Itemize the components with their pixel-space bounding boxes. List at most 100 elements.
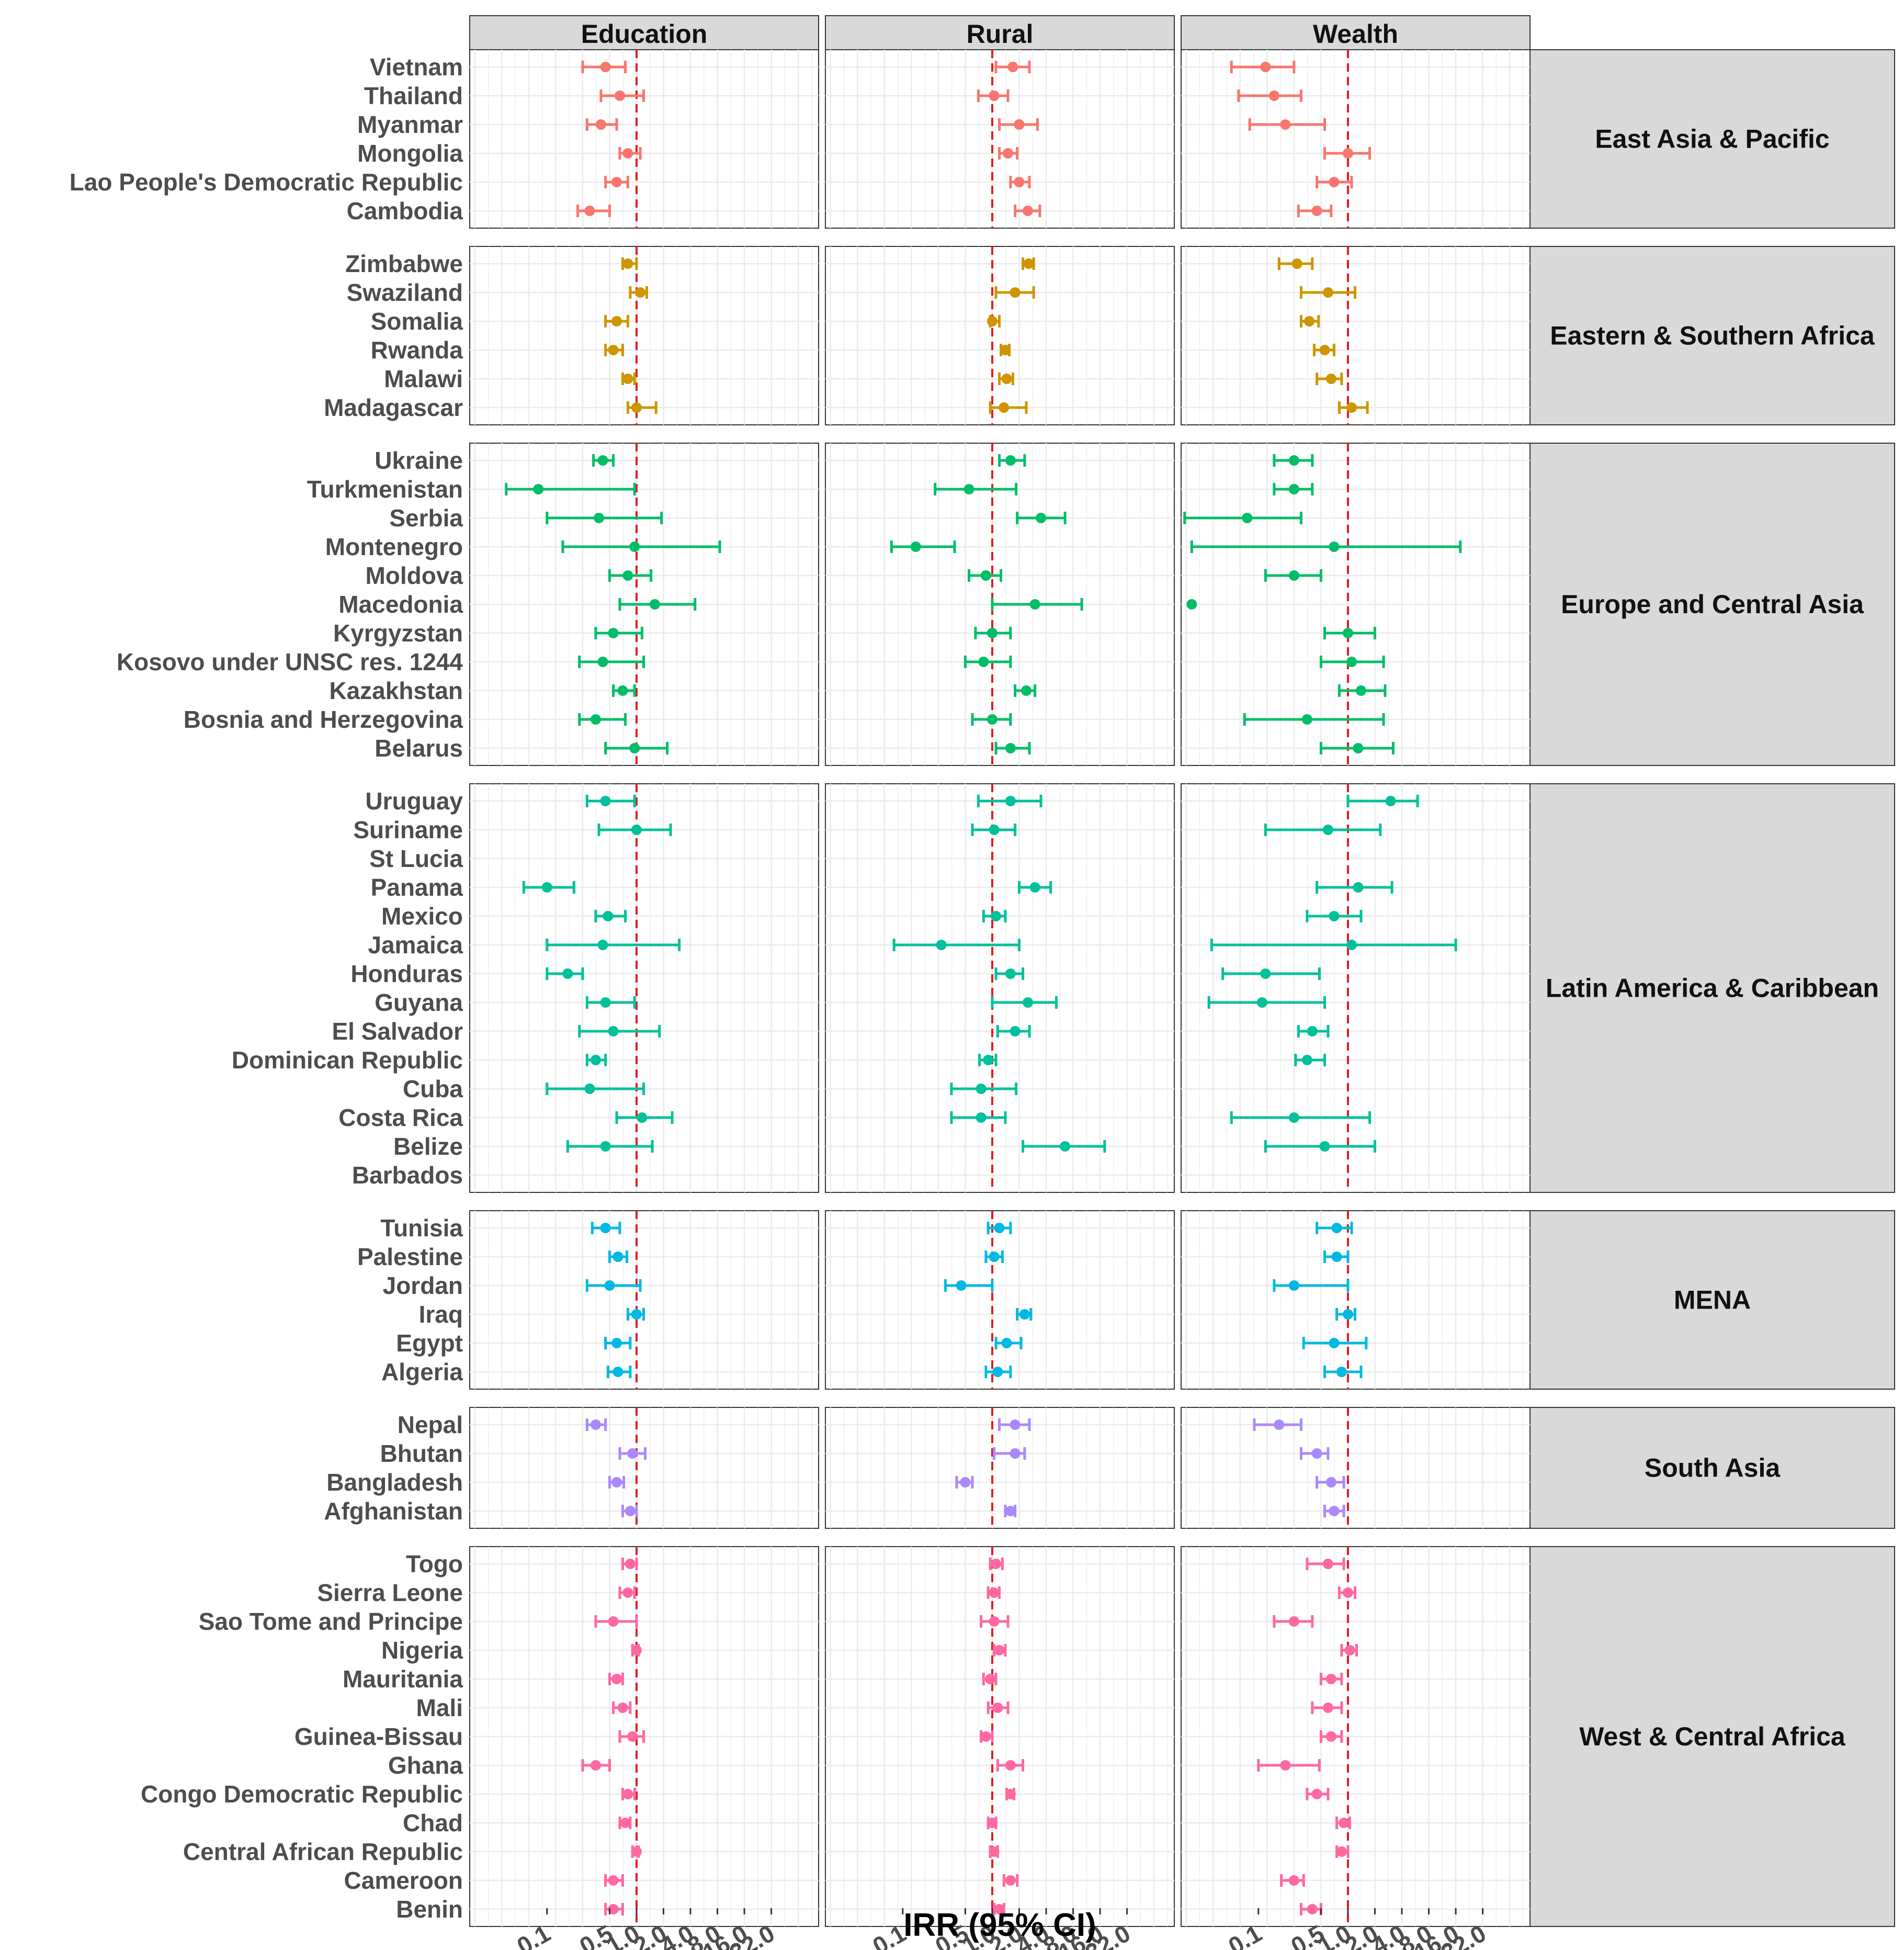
point-estimate-sierra-leone-rur	[989, 1587, 1000, 1598]
country-label-bosnia-and-herzegovina: Bosnia and Herzegovina	[184, 706, 463, 733]
country-label-somalia: Somalia	[371, 308, 463, 335]
point-estimate-panama-wea	[1353, 882, 1364, 893]
country-label-ghana: Ghana	[388, 1752, 463, 1779]
country-label-honduras: Honduras	[350, 960, 463, 987]
point-estimate-iraq-wea	[1342, 1309, 1353, 1320]
panel-eastern-southern-africa-wea	[1181, 246, 1531, 425]
strip-header-rural	[825, 15, 1175, 50]
country-label-montenegro: Montenegro	[325, 533, 463, 560]
point-estimate-moldova-wea	[1288, 570, 1299, 581]
point-estimate-dominican-republic-rur	[983, 1055, 994, 1065]
point-estimate-bangladesh-wea	[1325, 1477, 1336, 1487]
point-estimate-nigeria-rur	[994, 1645, 1005, 1655]
point-estimate-lao-people-s-democratic-republic-rur	[1014, 177, 1025, 187]
country-label-sierra-leone: Sierra Leone	[317, 1579, 463, 1606]
country-label-moldova: Moldova	[365, 562, 463, 589]
point-estimate-bhutan-wea	[1311, 1448, 1322, 1459]
point-estimate-mali-wea	[1322, 1703, 1333, 1713]
strip-label-rural: Rural	[967, 19, 1034, 49]
point-estimate-iraq-rur	[1019, 1309, 1030, 1320]
point-estimate-nepal-wea	[1274, 1419, 1285, 1430]
point-estimate-madagascar-wea	[1346, 402, 1357, 413]
point-estimate-thailand-edu	[614, 91, 625, 101]
point-estimate-bangladesh-edu	[611, 1477, 622, 1487]
point-estimate-kyrgyzstan-rur	[987, 628, 998, 638]
country-label-uruguay: Uruguay	[365, 787, 463, 815]
point-estimate-suriname-rur	[989, 825, 1000, 835]
point-estimate-belize-wea	[1319, 1141, 1330, 1152]
point-estimate-chad-rur	[987, 1818, 998, 1828]
country-label-algeria: Algeria	[381, 1358, 463, 1385]
point-estimate-bhutan-rur	[1010, 1448, 1021, 1459]
country-label-jordan: Jordan	[383, 1272, 463, 1299]
point-estimate-somalia-wea	[1304, 316, 1315, 326]
point-estimate-swaziland-wea	[1322, 287, 1333, 298]
point-estimate-guyana-edu	[600, 997, 611, 1008]
country-label-barbados: Barbados	[352, 1162, 463, 1189]
point-estimate-bosnia-and-herzegovina-wea	[1301, 714, 1312, 725]
point-estimate-kosovo-under-unsc-res-1244-rur	[978, 657, 989, 667]
country-label-mauritania: Mauritania	[343, 1665, 463, 1693]
point-estimate-macedonia-rur	[1029, 599, 1040, 610]
panel-eastern-southern-africa-rur	[825, 246, 1175, 425]
point-estimate-somalia-rur	[987, 316, 998, 326]
point-estimate-ghana-wea	[1280, 1760, 1291, 1771]
point-estimate-tunisia-edu	[600, 1223, 611, 1233]
point-estimate-palestine-rur	[989, 1252, 1000, 1262]
point-estimate-kyrgyzstan-wea	[1342, 628, 1353, 638]
point-estimate-serbia-wea	[1242, 513, 1253, 523]
point-estimate-congo-democratic-republic-wea	[1311, 1789, 1322, 1799]
point-estimate-kyrgyzstan-edu	[608, 628, 619, 638]
panel-latin-america-caribbean-wea	[1181, 783, 1531, 1193]
panel-mena-wea	[1181, 1210, 1531, 1390]
country-label-bangladesh: Bangladesh	[326, 1469, 463, 1496]
point-estimate-mauritania-edu	[611, 1674, 622, 1684]
point-estimate-el-salvador-rur	[1010, 1026, 1021, 1036]
country-label-egypt: Egypt	[396, 1329, 463, 1357]
point-estimate-sierra-leone-edu	[622, 1587, 633, 1598]
point-estimate-belize-edu	[600, 1141, 611, 1152]
point-estimate-mongolia-rur	[1003, 148, 1014, 159]
country-label-rwanda: Rwanda	[371, 336, 463, 364]
country-label-thailand: Thailand	[364, 82, 463, 109]
point-estimate-madagascar-edu	[631, 402, 642, 413]
point-estimate-belarus-wea	[1353, 743, 1364, 753]
country-label-cuba: Cuba	[403, 1075, 463, 1102]
point-estimate-honduras-wea	[1260, 968, 1271, 979]
point-estimate-rwanda-rur	[1000, 345, 1011, 355]
point-estimate-cambodia-rur	[1023, 206, 1034, 216]
point-estimate-kosovo-under-unsc-res-1244-edu	[597, 657, 608, 667]
point-estimate-jordan-edu	[604, 1280, 615, 1291]
region-strip-mena	[1529, 1210, 1895, 1390]
point-estimate-afghanistan-wea	[1329, 1506, 1340, 1516]
point-estimate-jamaica-edu	[597, 940, 608, 950]
point-estimate-malawi-rur	[1001, 374, 1012, 384]
point-estimate-lao-people-s-democratic-republic-wea	[1329, 177, 1340, 187]
point-estimate-palestine-edu	[613, 1252, 624, 1262]
point-estimate-costa-rica-wea	[1288, 1112, 1299, 1123]
region-label-europe-and-central-asia: Europe and Central Asia	[1561, 590, 1864, 619]
region-label-mena: MENA	[1674, 1286, 1751, 1315]
country-label-lao-people-s-democratic-republic: Lao People's Democratic Republic	[70, 168, 463, 196]
point-estimate-togo-rur	[991, 1559, 1002, 1569]
point-estimate-afghanistan-rur	[1005, 1506, 1016, 1516]
point-estimate-montenegro-wea	[1329, 542, 1340, 552]
country-label-central-african-republic: Central African Republic	[183, 1838, 463, 1865]
point-estimate-jamaica-rur	[936, 940, 947, 950]
point-estimate-guinea-bissau-edu	[627, 1731, 638, 1742]
country-label-swaziland: Swaziland	[347, 279, 463, 306]
region-label-south-asia: South Asia	[1645, 1453, 1781, 1483]
point-estimate-togo-wea	[1322, 1559, 1333, 1569]
country-label-nepal: Nepal	[398, 1411, 463, 1438]
point-estimate-el-salvador-edu	[608, 1026, 619, 1036]
point-estimate-vietnam-rur	[1007, 62, 1018, 72]
point-estimate-macedonia-wea	[1186, 599, 1197, 610]
country-label-madagascar: Madagascar	[324, 394, 463, 421]
point-estimate-cuba-rur	[976, 1084, 987, 1094]
point-estimate-central-african-republic-edu	[631, 1846, 642, 1857]
point-estimate-lao-people-s-democratic-republic-edu	[611, 177, 622, 187]
point-estimate-mongolia-edu	[622, 148, 633, 159]
panel-east-asia-pacific-wea	[1181, 49, 1531, 229]
country-label-palestine: Palestine	[357, 1243, 463, 1270]
